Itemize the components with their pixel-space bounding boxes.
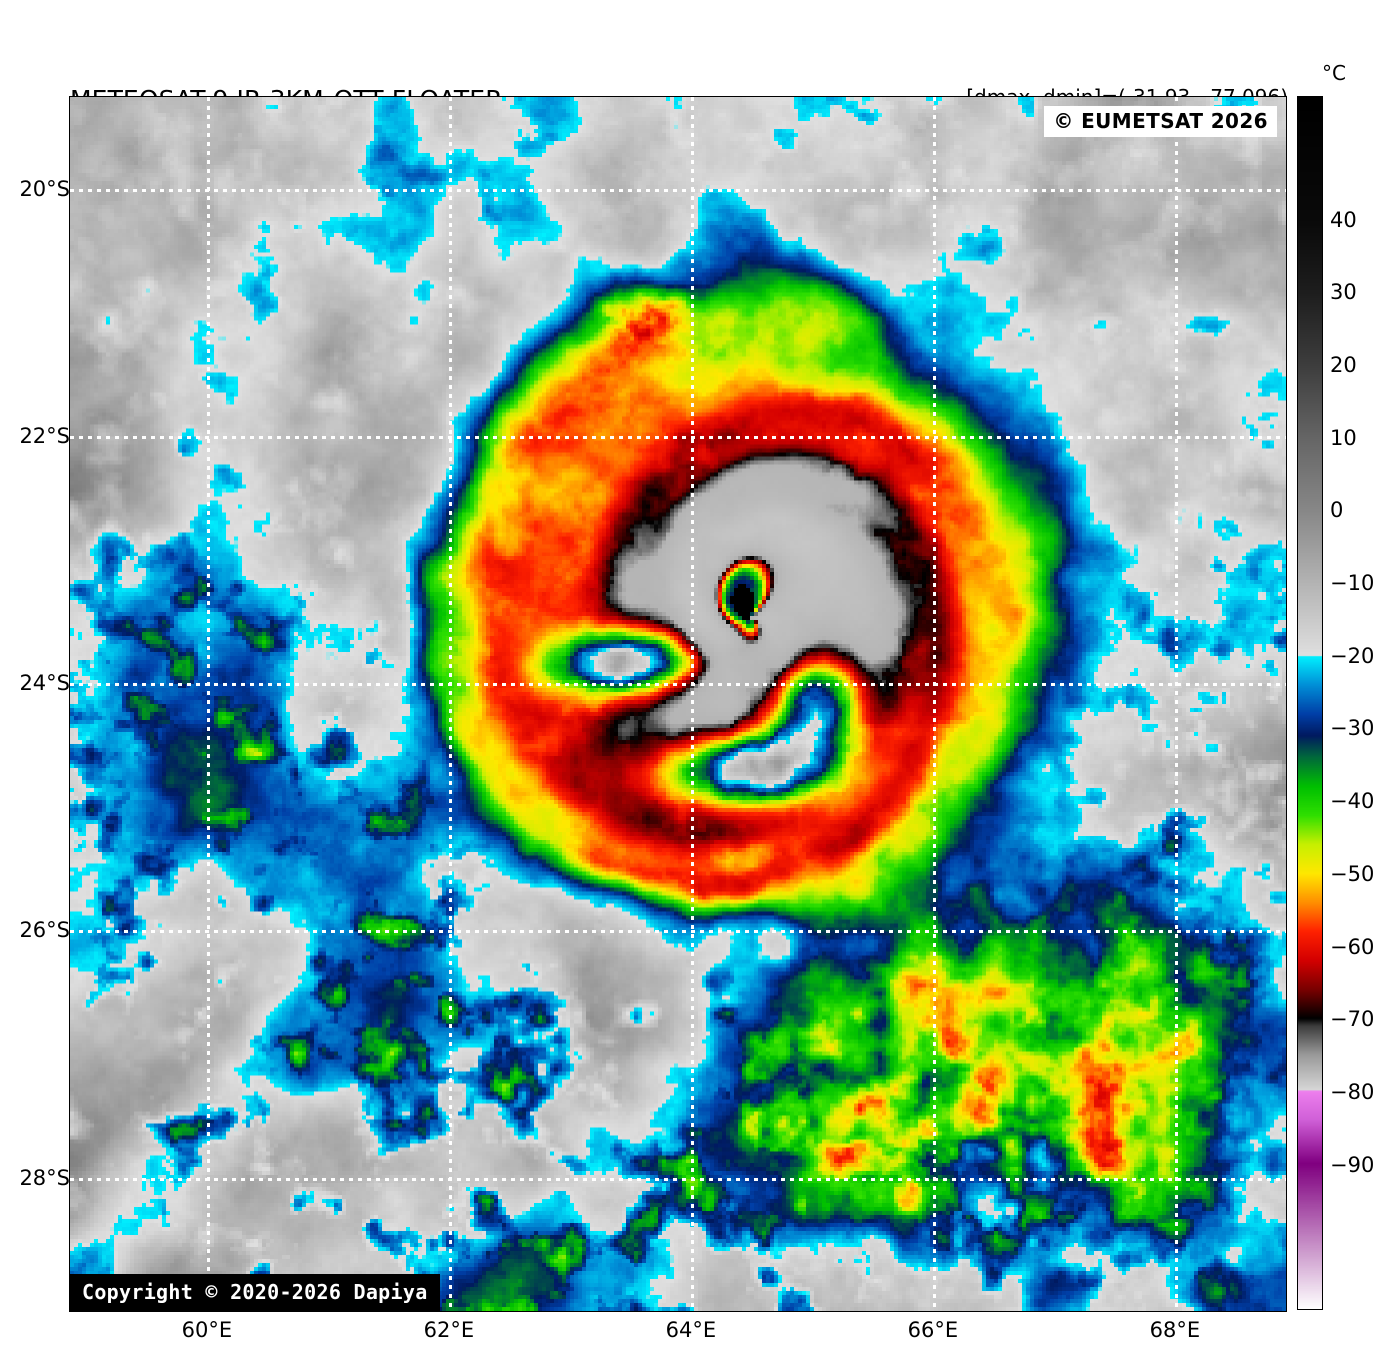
- colorbar-tick-40: 40: [1330, 207, 1357, 232]
- colorbar-tick-minus90: −90: [1330, 1152, 1375, 1177]
- colorbar-tick-minus60: −60: [1330, 934, 1375, 959]
- y-tick-label-20S: 20°S: [19, 176, 70, 201]
- colorbar-tick-minus80: −80: [1330, 1079, 1375, 1104]
- colorbar: [1297, 96, 1323, 1310]
- x-tick-label-64E: 64°E: [665, 1318, 717, 1342]
- x-tick-label-60E: 60°E: [181, 1318, 233, 1342]
- colorbar-tick-minus30: −30: [1330, 716, 1375, 741]
- satellite-imagery: [70, 97, 1286, 1311]
- x-tick-label-62E: 62°E: [423, 1318, 475, 1342]
- colorbar-tick-20: 20: [1330, 352, 1357, 377]
- y-tick-label-24S: 24°S: [19, 671, 70, 696]
- y-tick-label-22S: 22°S: [19, 423, 70, 448]
- colorbar-tick-minus50: −50: [1330, 861, 1375, 886]
- y-tick-label-26S: 26°S: [19, 918, 70, 943]
- colorbar-tick-minus20: −20: [1330, 643, 1375, 668]
- colorbar-tick-minus70: −70: [1330, 1007, 1375, 1032]
- colorbar-tick-minus10: −10: [1330, 571, 1375, 596]
- satellite-plot-area: © EUMETSAT 2026 Copyright © 2020-2026 Da…: [69, 96, 1287, 1312]
- colorbar-tick-minus40: −40: [1330, 789, 1375, 814]
- y-tick-label-28S: 28°S: [19, 1165, 70, 1190]
- copyright-banner: Copyright © 2020-2026 Dapiya: [70, 1274, 440, 1311]
- colorbar-tick-labels: 40 30 20 10 0 −10 −20 −30 −40 −50 −60 −70 −80 −90: [1330, 96, 1388, 1310]
- x-tick-label-68E: 68°E: [1149, 1318, 1201, 1342]
- colorbar-unit-label: °C: [1322, 61, 1346, 85]
- colorbar-gradient: [1297, 96, 1323, 1310]
- x-tick-label-66E: 66°E: [907, 1318, 959, 1342]
- colorbar-tick-30: 30: [1330, 280, 1357, 305]
- eumetsat-credit-badge: © EUMETSAT 2026: [1044, 106, 1277, 137]
- colorbar-tick-10: 10: [1330, 425, 1357, 450]
- colorbar-tick-0: 0: [1330, 498, 1344, 523]
